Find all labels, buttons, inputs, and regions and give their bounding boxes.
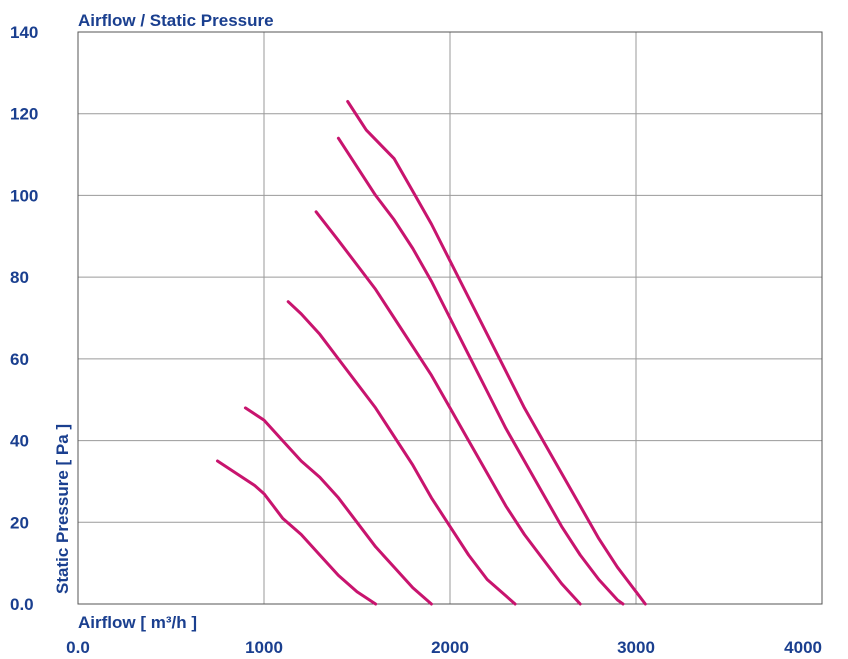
series-line-6 (346, 100, 647, 606)
y-tick-label: 80 (10, 268, 29, 287)
x-tick-label: 3000 (617, 638, 655, 657)
grid (78, 32, 822, 604)
x-tick-label: 2000 (431, 638, 469, 657)
y-tick-label: 140 (10, 23, 38, 42)
series-lines (216, 100, 647, 606)
plot-frame (77, 31, 823, 605)
chart-title: Airflow / Static Pressure (78, 11, 274, 30)
x-tick-label: 0.0 (66, 638, 90, 657)
x-axis-label: Airflow [ m³/h ] (78, 613, 197, 632)
series-line-3 (286, 300, 517, 606)
y-axis-label: Static Pressure [ Pa ] (53, 424, 72, 594)
tick-labels: 0.0 1000 2000 3000 4000 0.0 20 40 60 80 100 120 140 (10, 23, 822, 657)
x-tick-label: 4000 (784, 638, 822, 657)
y-tick-label: 0.0 (10, 595, 34, 614)
y-tick-label: 120 (10, 105, 38, 124)
series-line-2 (243, 406, 433, 606)
x-tick-label: 1000 (245, 638, 283, 657)
y-tick-label: 40 (10, 432, 29, 451)
y-tick-label: 100 (10, 186, 38, 205)
y-tick-label: 60 (10, 350, 29, 369)
series-line-1 (216, 459, 378, 606)
series-line-4 (314, 210, 582, 606)
y-tick-label: 20 (10, 513, 29, 532)
series-line-5 (336, 136, 625, 606)
